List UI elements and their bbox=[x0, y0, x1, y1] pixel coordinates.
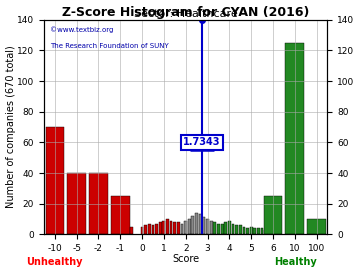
X-axis label: Score: Score bbox=[172, 254, 199, 264]
Bar bbox=[253, 228, 256, 234]
Bar bbox=[148, 224, 151, 234]
Bar bbox=[217, 224, 220, 234]
Text: Sector: Healthcare: Sector: Healthcare bbox=[134, 9, 238, 19]
Bar bbox=[188, 219, 191, 234]
Bar bbox=[111, 196, 130, 234]
Bar bbox=[170, 221, 172, 234]
Bar bbox=[159, 222, 162, 234]
Y-axis label: Number of companies (670 total): Number of companies (670 total) bbox=[5, 46, 15, 208]
Bar bbox=[210, 221, 213, 234]
Title: Z-Score Histogram for CYAN (2016): Z-Score Histogram for CYAN (2016) bbox=[62, 6, 309, 19]
Bar bbox=[177, 222, 180, 234]
Bar bbox=[261, 228, 264, 234]
Bar bbox=[166, 219, 169, 234]
Bar bbox=[264, 196, 282, 234]
Bar bbox=[307, 219, 326, 234]
Bar bbox=[152, 225, 154, 234]
Bar bbox=[235, 225, 238, 234]
Bar bbox=[221, 224, 224, 234]
Bar bbox=[130, 227, 132, 234]
Bar bbox=[46, 127, 64, 234]
Bar bbox=[195, 213, 198, 234]
Bar bbox=[181, 224, 183, 234]
Bar bbox=[141, 227, 144, 234]
Bar bbox=[268, 230, 271, 234]
Bar bbox=[184, 221, 187, 234]
Bar bbox=[250, 227, 253, 234]
Bar bbox=[213, 222, 216, 234]
Bar bbox=[162, 221, 165, 234]
Bar bbox=[246, 228, 249, 234]
Bar bbox=[231, 224, 234, 234]
Bar bbox=[243, 227, 246, 234]
Text: ©www.textbiz.org: ©www.textbiz.org bbox=[50, 26, 113, 33]
Bar bbox=[264, 230, 267, 234]
Bar bbox=[257, 228, 260, 234]
Text: Healthy: Healthy bbox=[274, 257, 316, 267]
Bar bbox=[224, 222, 227, 234]
Text: The Research Foundation of SUNY: The Research Foundation of SUNY bbox=[50, 43, 168, 49]
Bar bbox=[199, 214, 202, 234]
Bar bbox=[155, 224, 158, 234]
Bar bbox=[206, 219, 209, 234]
Bar bbox=[67, 173, 86, 234]
Bar bbox=[192, 216, 194, 234]
Bar bbox=[174, 222, 176, 234]
Bar bbox=[202, 217, 205, 234]
Text: Unhealthy: Unhealthy bbox=[26, 257, 82, 267]
Bar bbox=[285, 43, 304, 234]
Text: 1.7343: 1.7343 bbox=[183, 137, 220, 147]
Bar bbox=[89, 173, 108, 234]
Bar bbox=[239, 225, 242, 234]
Bar bbox=[144, 225, 147, 234]
Bar bbox=[228, 221, 231, 234]
